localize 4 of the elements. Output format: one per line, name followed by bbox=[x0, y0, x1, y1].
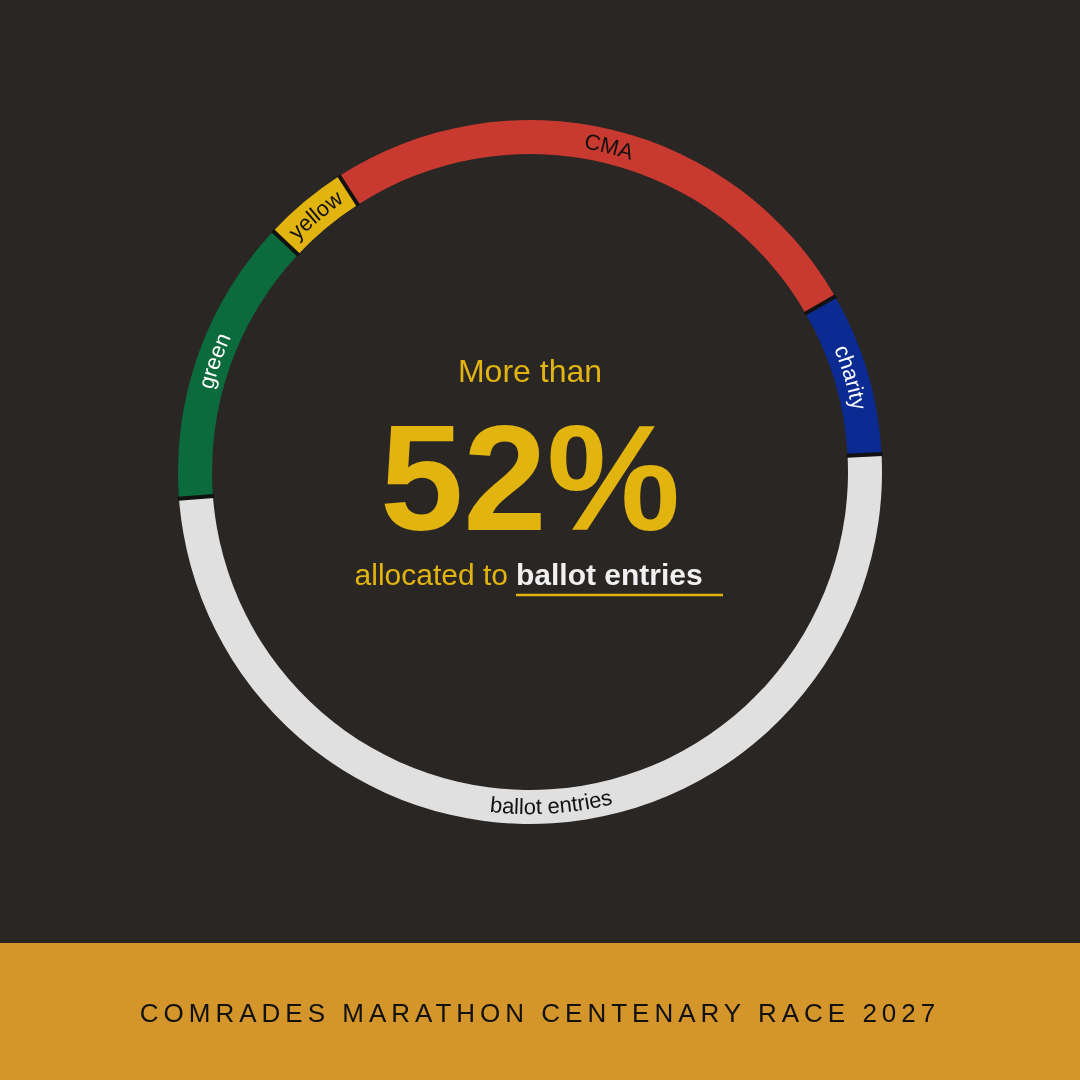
text: More than bbox=[457, 353, 603, 389]
slice-label: ballot entries bbox=[488, 784, 615, 820]
slice-label: CMA bbox=[582, 128, 637, 165]
text: COMRADES MARATHON CENTENARY RACE 2027 bbox=[139, 998, 941, 1028]
